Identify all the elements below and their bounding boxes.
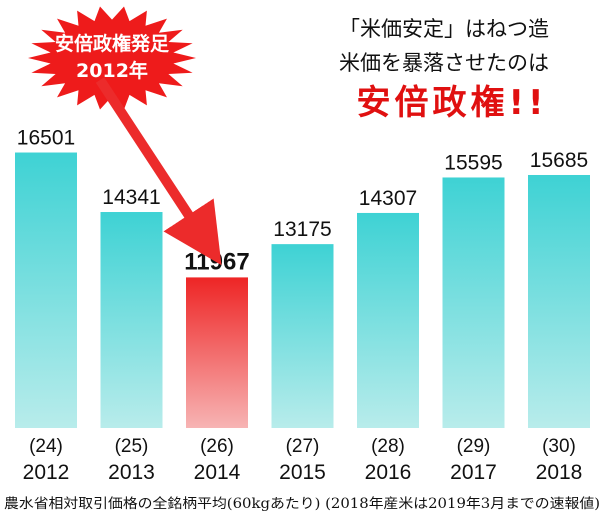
bar-2013 bbox=[100, 212, 163, 428]
value-label-2016: 14307 bbox=[359, 187, 417, 210]
year-label-2015: 2015 bbox=[279, 461, 326, 484]
bar-2018 bbox=[528, 174, 590, 428]
year-label-2018: 2018 bbox=[536, 461, 583, 484]
value-label-2013: 14341 bbox=[102, 186, 160, 209]
era-label-2018: (30) bbox=[542, 436, 576, 457]
bar-2017 bbox=[442, 177, 505, 428]
badge-line-1: 安倍政権発足 bbox=[55, 32, 170, 55]
era-label-2013: (25) bbox=[115, 436, 149, 457]
value-label-2012: 16501 bbox=[17, 127, 75, 150]
headline-line-1: 「米価安定」はねつ造 bbox=[339, 17, 549, 41]
badge: 安倍政権発足 2012年 bbox=[28, 6, 196, 110]
year-label-2014: 2014 bbox=[194, 461, 241, 484]
era-label-2017: (29) bbox=[457, 436, 491, 457]
badge-starburst bbox=[28, 6, 196, 110]
value-label-2014: 11967 bbox=[184, 248, 249, 275]
bars-group bbox=[15, 152, 590, 428]
era-label-2016: (28) bbox=[371, 436, 405, 457]
value-label-2017: 15595 bbox=[444, 151, 502, 174]
year-label-2017: 2017 bbox=[450, 461, 497, 484]
value-label-2015: 13175 bbox=[273, 218, 331, 241]
footnote: 農水省相対取引価格の全銘柄平均(60kgあたり) (2018年産米は2019年3… bbox=[4, 495, 600, 512]
headline-emphasis: 安倍政権!! bbox=[356, 83, 547, 123]
bar-2012 bbox=[15, 152, 77, 428]
value-label-2018: 15685 bbox=[530, 149, 588, 172]
bar-2016 bbox=[357, 212, 419, 428]
year-label-2016: 2016 bbox=[365, 461, 412, 484]
year-label-2013: 2013 bbox=[108, 461, 155, 484]
era-labels-group: (24) (25) (26) (27) (28) (29) (30) bbox=[29, 436, 576, 457]
bar-2015 bbox=[271, 244, 334, 428]
year-label-2012: 2012 bbox=[23, 461, 70, 484]
badge-line-2: 2012年 bbox=[76, 59, 148, 82]
era-label-2012: (24) bbox=[29, 436, 63, 457]
era-label-2015: (27) bbox=[286, 436, 320, 457]
year-labels-group: 2012 2013 2014 2015 2016 2017 2018 bbox=[23, 461, 583, 484]
headline-line-2: 米価を暴落させたのは bbox=[339, 51, 549, 75]
era-label-2014: (26) bbox=[200, 436, 234, 457]
drop-arrow bbox=[95, 77, 222, 266]
bar-2014 bbox=[186, 277, 248, 428]
